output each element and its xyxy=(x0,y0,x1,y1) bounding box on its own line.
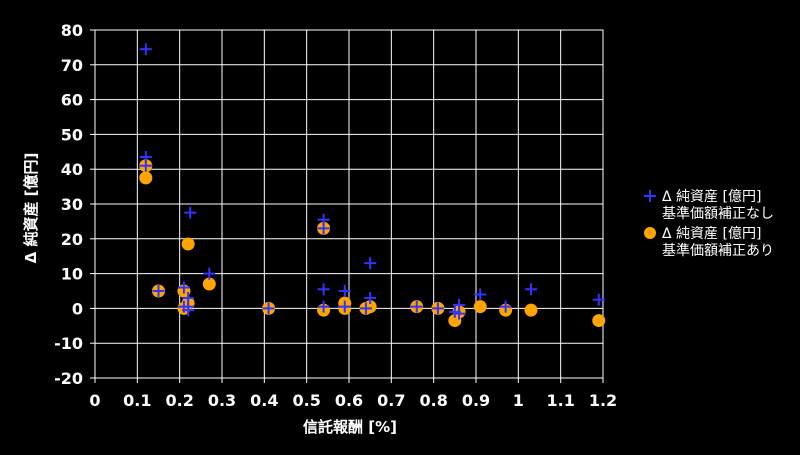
y-axis-title: Δ 純資産 [億円] xyxy=(22,153,40,264)
series-uncorrected-points xyxy=(139,43,605,320)
data-point-corrected xyxy=(524,303,538,317)
data-point-uncorrected xyxy=(364,291,377,304)
legend-label-corrected-line1: Δ 純資産 [億円] xyxy=(662,226,761,242)
data-point-uncorrected xyxy=(431,302,444,315)
data-point-uncorrected xyxy=(474,288,487,301)
data-point-uncorrected xyxy=(177,281,190,294)
series-corrected-points xyxy=(139,159,606,328)
y-tick-label: 70 xyxy=(61,56,83,75)
data-point-uncorrected xyxy=(592,293,605,306)
x-axis-title: 信託報酬 [%] xyxy=(303,418,397,436)
x-tick-label: 0.6 xyxy=(335,391,363,410)
data-point-uncorrected xyxy=(182,304,195,317)
x-tick-labels: 0 0.1 0.2 0.3 0.4 0.5 0.6 0.7 0.8 0.9 1 1.1 1.2 xyxy=(89,391,617,410)
y-tick-label: 10 xyxy=(61,265,83,284)
x-tick-label: 0.8 xyxy=(419,391,447,410)
legend: Δ 純資産 [億円] 基準価額補正なし Δ 純資産 [億円] 基準価額補正あり xyxy=(644,189,774,259)
gridlines xyxy=(90,29,604,383)
data-point-uncorrected xyxy=(317,222,330,235)
y-tick-labels: -20 -10 0 10 20 30 40 50 60 70 80 xyxy=(54,21,83,388)
legend-circle-marker xyxy=(644,227,656,239)
y-tick-label: 50 xyxy=(61,125,83,144)
x-tick-label: 0 xyxy=(89,391,100,410)
x-tick-label: 0.1 xyxy=(123,391,151,410)
y-tick-label: 0 xyxy=(72,299,83,318)
data-point-uncorrected xyxy=(359,302,372,315)
data-point-corrected xyxy=(181,237,195,251)
plot-area-frame xyxy=(94,29,604,379)
x-tick-label: 0.5 xyxy=(292,391,320,410)
y-tick-label: 60 xyxy=(61,91,83,110)
legend-label-uncorrected-line2: 基準価額補正なし xyxy=(662,205,774,222)
data-point-corrected xyxy=(592,314,606,328)
data-point-uncorrected xyxy=(499,300,512,313)
y-tick-label: -20 xyxy=(54,369,83,388)
y-tick-label: 40 xyxy=(61,160,83,179)
x-tick-label: 1.1 xyxy=(546,391,574,410)
data-point-corrected xyxy=(473,300,487,314)
data-point-uncorrected xyxy=(152,285,165,297)
data-point-uncorrected xyxy=(203,267,216,280)
y-tick-label: 80 xyxy=(61,21,83,40)
data-point-uncorrected xyxy=(317,283,330,296)
legend-item-corrected: Δ 純資産 [億円] 基準価額補正あり xyxy=(644,226,774,259)
legend-label-uncorrected-line1: Δ 純資産 [億円] xyxy=(662,189,761,205)
x-tick-label: 0.2 xyxy=(165,391,193,410)
data-point-uncorrected xyxy=(338,300,351,313)
y-tick-label: 30 xyxy=(61,195,83,214)
data-point-uncorrected xyxy=(410,300,423,313)
data-point-uncorrected xyxy=(453,307,466,320)
x-tick-label: 0.4 xyxy=(250,391,278,410)
legend-item-uncorrected: Δ 純資産 [億円] 基準価額補正なし xyxy=(644,189,774,222)
data-point-uncorrected xyxy=(317,300,330,313)
data-point-uncorrected xyxy=(364,257,377,270)
data-point-corrected xyxy=(202,277,216,291)
y-tick-label: -10 xyxy=(54,334,83,353)
data-point-corrected xyxy=(139,171,153,185)
legend-plus-marker xyxy=(644,190,656,202)
data-point-uncorrected xyxy=(338,285,351,297)
x-tick-label: 0.3 xyxy=(208,391,236,410)
data-point-uncorrected xyxy=(262,302,275,315)
data-point-uncorrected xyxy=(139,43,152,56)
data-point-uncorrected xyxy=(525,283,538,296)
data-point-uncorrected xyxy=(184,206,197,219)
x-tick-label: 0.7 xyxy=(377,391,405,410)
x-tick-label: 1 xyxy=(513,391,524,410)
data-point-uncorrected xyxy=(139,159,152,172)
x-tick-label: 1.2 xyxy=(589,391,617,410)
legend-label-corrected-line2: 基準価額補正あり xyxy=(662,242,774,259)
y-tick-label: 20 xyxy=(61,230,83,249)
x-tick-label: 0.9 xyxy=(462,391,490,410)
